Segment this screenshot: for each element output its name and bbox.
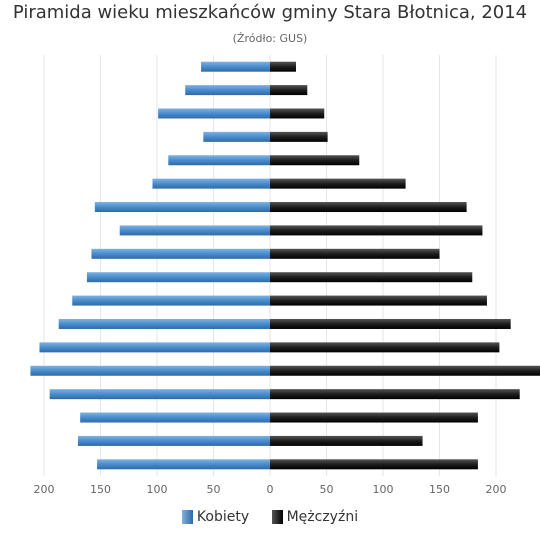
legend: Kobiety Mężczyźni <box>0 509 540 528</box>
x-tick-label: 0 <box>267 483 274 496</box>
bar-mezczyzni[interactable] <box>270 435 423 446</box>
chart-subtitle: (Źródło: GUS) <box>232 32 308 45</box>
chart-title: Piramida wieku mieszkańców gminy Stara B… <box>12 2 528 23</box>
x-tick-label: 100 <box>373 483 394 496</box>
bar-kobiety[interactable] <box>94 202 270 213</box>
x-tick-label: 150 <box>429 483 450 496</box>
bar-kobiety[interactable] <box>152 178 270 189</box>
bar-kobiety[interactable] <box>119 225 271 236</box>
bar-kobiety[interactable] <box>203 131 270 142</box>
bar-mezczyzni[interactable] <box>270 85 308 96</box>
bar-kobiety[interactable] <box>185 85 270 96</box>
x-tick-label: 150 <box>90 483 111 496</box>
grid-lines <box>43 55 497 476</box>
bar-mezczyzni[interactable] <box>270 295 487 306</box>
legend-swatch-mezczyzni <box>271 510 283 524</box>
legend-item-mezczyzni[interactable]: Mężczyźni <box>271 509 359 525</box>
bar-kobiety[interactable] <box>39 342 271 353</box>
bars <box>30 61 540 470</box>
bar-kobiety[interactable] <box>80 412 270 423</box>
bar-kobiety[interactable] <box>30 365 270 376</box>
legend-item-kobiety[interactable]: Kobiety <box>181 509 250 525</box>
bar-mezczyzni[interactable] <box>270 108 325 119</box>
bar-mezczyzni[interactable] <box>270 248 440 259</box>
x-tick-label: 200 <box>34 483 55 496</box>
bar-kobiety[interactable] <box>168 155 270 166</box>
bar-mezczyzni[interactable] <box>270 131 328 142</box>
legend-swatch-kobiety <box>181 510 193 524</box>
bar-kobiety[interactable] <box>158 108 270 119</box>
x-tick-label: 100 <box>147 483 168 496</box>
bar-mezczyzni[interactable] <box>270 412 478 423</box>
bar-mezczyzni[interactable] <box>270 459 478 470</box>
bar-kobiety[interactable] <box>201 61 270 72</box>
legend-label-kobiety: Kobiety <box>196 509 250 525</box>
legend-label-mezczyzni: Mężczyźni <box>286 509 359 525</box>
x-tick-label: 200 <box>486 483 507 496</box>
bar-kobiety[interactable] <box>86 272 270 283</box>
x-tick-label: 50 <box>320 483 334 496</box>
bar-kobiety[interactable] <box>58 318 270 329</box>
bar-mezczyzni[interactable] <box>270 342 500 353</box>
bar-mezczyzni[interactable] <box>270 202 467 213</box>
bar-mezczyzni[interactable] <box>270 178 406 189</box>
bar-kobiety[interactable] <box>77 435 271 446</box>
bar-mezczyzni[interactable] <box>270 365 540 376</box>
bar-kobiety[interactable] <box>49 389 271 400</box>
bar-mezczyzni[interactable] <box>270 225 483 236</box>
bar-mezczyzni[interactable] <box>270 155 360 166</box>
bar-mezczyzni[interactable] <box>270 61 296 72</box>
bar-kobiety[interactable] <box>97 459 270 470</box>
bar-mezczyzni[interactable] <box>270 272 473 283</box>
bar-kobiety[interactable] <box>72 295 270 306</box>
bar-kobiety[interactable] <box>91 248 271 259</box>
x-tick-label: 50 <box>207 483 221 496</box>
x-axis-tick-labels: 200 150 100 50 0 50 100 150 200 <box>34 483 507 496</box>
bar-mezczyzni[interactable] <box>270 389 520 400</box>
bar-mezczyzni[interactable] <box>270 318 511 329</box>
